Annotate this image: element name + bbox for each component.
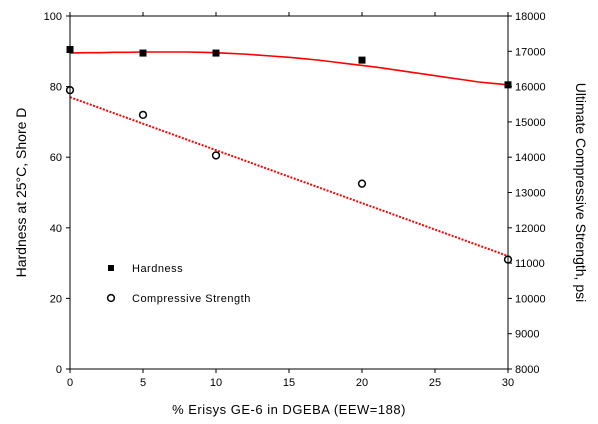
legend-hardness-marker [108,265,114,271]
left-y-tick-label: 20 [50,293,62,305]
hardness-point [212,49,220,57]
compressive-strength-point [357,179,367,188]
axes: 0 5 10 15 20 25 30 0 20 40 60 80 100 8000 9000 10000 110… [44,11,546,389]
legend-compressive-strength-marker [106,293,116,303]
plot-frame [69,15,509,370]
compressive-strength-point [211,151,221,160]
x-tick-label: 10 [210,377,222,389]
legend: Hardness Compressive Strength [106,263,251,305]
right-y-tick-label: 17000 [515,46,546,58]
fit-line-right [69,96,509,257]
right-y-tick-label: 14000 [515,152,546,164]
x-axis-title: % Erisys GE-6 in DGEBA (EEW=188) [172,402,406,417]
x-tick-label: 20 [356,377,368,389]
legend-compressive-strength-label: Compressive Strength [132,293,251,305]
left-y-tick-label: 0 [56,364,62,376]
x-tick-label: 5 [140,377,146,389]
right-y-tick-label: 18000 [515,11,546,23]
left-y-tick-label: 100 [44,11,62,23]
hardness-point [139,49,147,57]
right-y-tick-label: 12000 [515,223,546,235]
right-y-tick-label: 16000 [515,82,546,94]
x-tick-label: 30 [502,377,514,389]
right-y-tick-label: 15000 [515,117,546,129]
left-y-tick-label: 80 [50,82,62,94]
compressive-strength-point [138,110,148,119]
left-y-tick-label: 60 [50,152,62,164]
right-y-tick-label: 8000 [515,364,539,376]
right-y-tick-label: 11000 [515,258,545,270]
plot-area [65,46,513,264]
x-tick-label: 25 [429,377,441,389]
x-tick-label: 0 [67,377,73,389]
left-y-axis-title: Hardness at 25°C, Shore D [13,108,29,278]
left-y-tick-label: 40 [50,223,62,235]
right-y-tick-label: 9000 [515,329,539,341]
fit-line-left [69,51,509,86]
legend-hardness-label: Hardness [132,263,183,275]
right-y-tick-label: 13000 [515,188,546,200]
right-y-tick-label: 10000 [515,293,546,305]
hardness-point [358,56,366,64]
right-y-axis-title: Ultimate Compressive Strength, psi [573,83,589,302]
x-tick-label: 15 [283,377,295,389]
